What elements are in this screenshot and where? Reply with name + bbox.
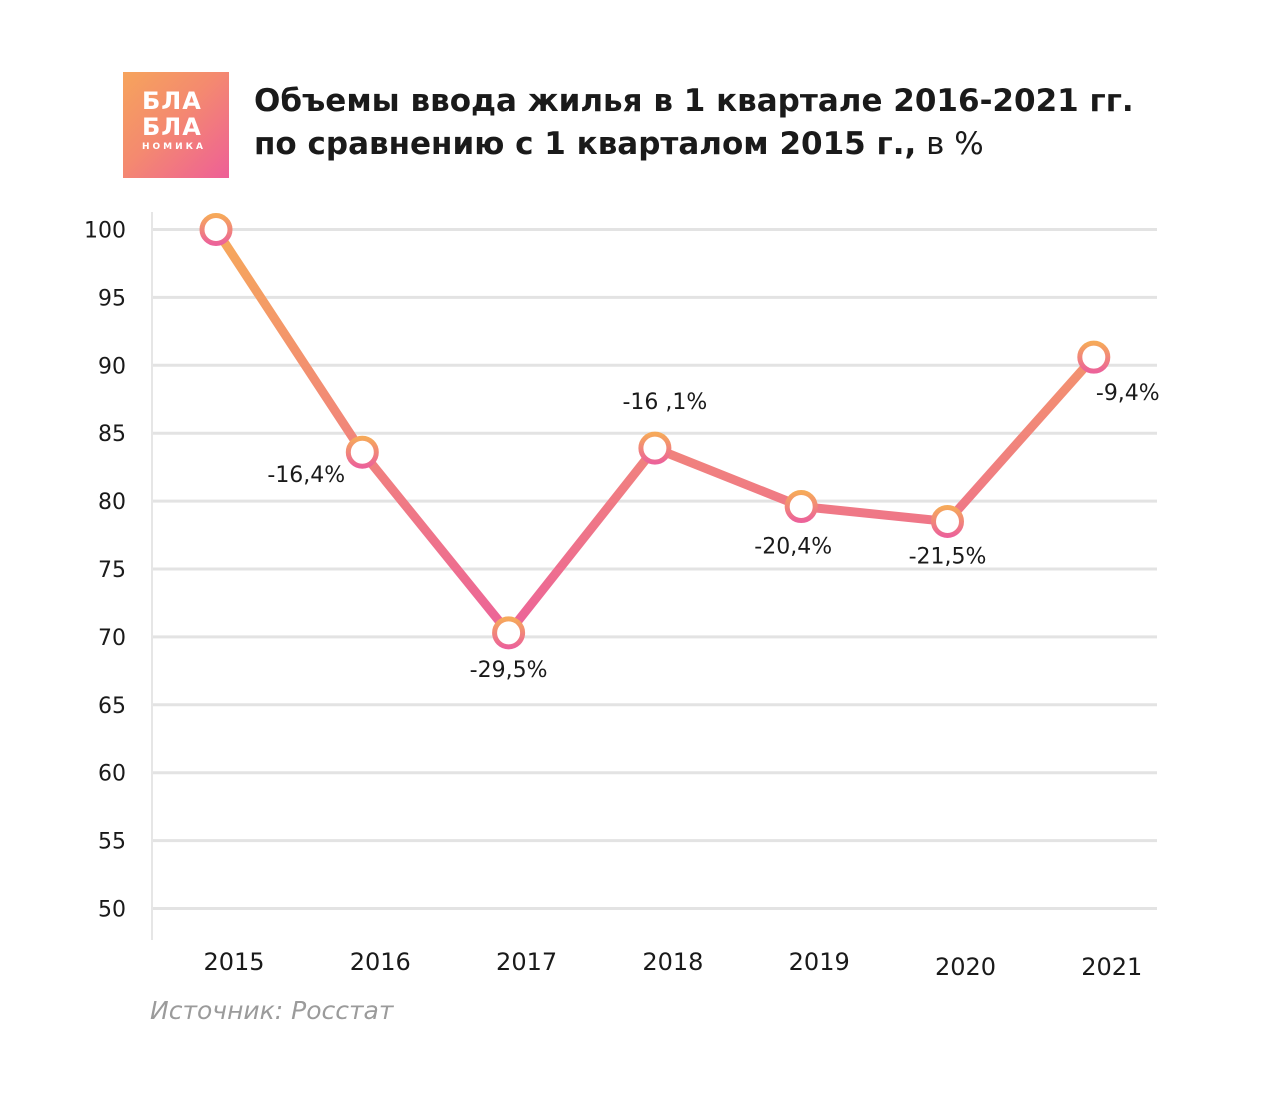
x-tick-label: 2015 [203, 948, 264, 976]
data-point [492, 616, 526, 650]
y-tick-label: 50 [98, 898, 126, 923]
chart-title-line-2-text: по сравнению с 1 кварталом 2015 г., [254, 126, 917, 162]
y-tick-label: 70 [98, 626, 126, 651]
data-label: -21,5% [909, 544, 987, 569]
gridlines [152, 228, 1157, 910]
x-tick-label: 2020 [935, 953, 996, 981]
logo-text-line-2: БЛА [142, 113, 202, 141]
chart-title-line-1: Объемы ввода жилья в 1 квартале 2016-202… [254, 83, 1134, 119]
data-labels: -16,4% -29,5% -16 ,1% -20,4% -21,5% -9,4% [267, 381, 1159, 683]
y-tick-label: 75 [98, 558, 126, 583]
y-tick-label: 85 [98, 422, 126, 447]
data-points [199, 213, 1111, 650]
data-point [345, 435, 379, 469]
y-axis-ticks: 100 95 90 85 80 75 70 65 60 55 50 [84, 219, 126, 923]
data-point [199, 213, 233, 246]
y-tick-label: 100 [84, 219, 126, 244]
brand-logo: БЛА БЛА НОМИКА [123, 72, 229, 178]
data-point [784, 490, 818, 524]
data-label: -16 ,1% [622, 390, 707, 415]
y-tick-label: 80 [98, 490, 126, 515]
y-tick-label: 65 [98, 694, 126, 719]
data-label: -29,5% [470, 658, 548, 683]
source-note: Источник: Росстат [150, 996, 394, 1025]
x-tick-label: 2021 [1081, 953, 1142, 981]
data-point [1077, 340, 1111, 374]
data-label: -9,4% [1096, 381, 1160, 406]
chart-title-unit: в % [916, 126, 984, 162]
series-line-path [211, 225, 1099, 638]
series-line [211, 225, 1099, 638]
data-point [638, 431, 672, 465]
chart-title-line-2: по сравнению с 1 кварталом 2015 г., в % [254, 123, 1254, 166]
y-tick-label: 90 [98, 354, 126, 379]
data-label: -20,4% [754, 535, 832, 560]
logo-text-line-1: БЛА [142, 87, 202, 115]
logo-text-line-3: НОМИКА [142, 142, 206, 152]
y-tick-label: 55 [98, 830, 126, 855]
x-tick-label: 2019 [789, 948, 850, 976]
data-label: -16,4% [267, 463, 345, 488]
y-tick-label: 95 [98, 286, 126, 311]
data-point [931, 504, 964, 538]
x-axis-ticks: 2015 2016 2017 2018 2019 2020 2021 [203, 948, 1142, 981]
y-tick-label: 60 [98, 762, 126, 787]
x-tick-label: 2017 [496, 948, 557, 976]
x-tick-label: 2016 [350, 948, 411, 976]
x-tick-label: 2018 [642, 948, 703, 976]
chart-title: Объемы ввода жилья в 1 квартале 2016-202… [254, 80, 1254, 166]
